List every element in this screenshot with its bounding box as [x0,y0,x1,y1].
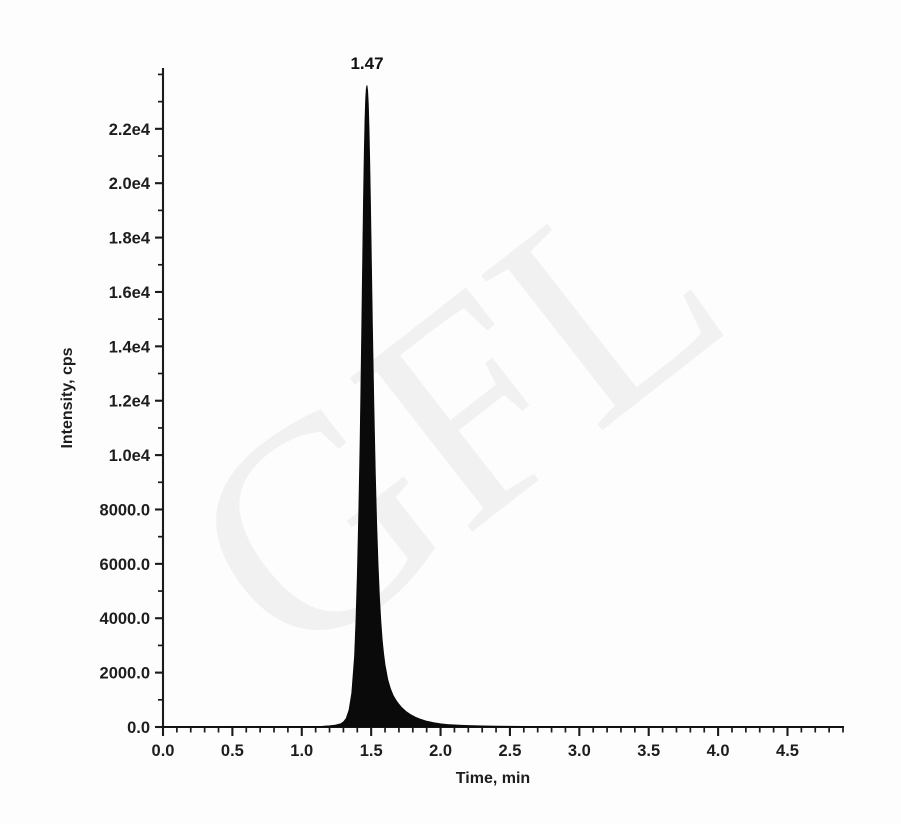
y-tick-label: 2.0e4 [109,175,151,193]
y-tick-label: 1.4e4 [109,338,151,356]
x-tick-label: 4.5 [776,742,799,760]
x-axis-ticks [161,727,844,736]
x-tick-label: 1.0 [290,742,313,760]
x-axis-tick-labels: 0.0 0.5 1.0 1.5 2.0 2.5 3.0 3.5 4.0 4.5 [152,742,799,760]
y-tick-label: 1.8e4 [109,230,151,248]
x-tick-label: 3.5 [637,742,660,760]
x-tick-label: 3.0 [568,742,591,760]
x-tick-label: 0.5 [221,742,244,760]
y-axis-title: Intensity, cps [59,347,76,448]
y-tick-label: 1.6e4 [109,284,151,302]
y-axis-tick-labels: 0.0 2000.0 4000.0 6000.0 8000.0 1.0e4 1.2e4 1.4… [100,121,151,737]
y-tick-label: 0.0 [127,719,150,737]
x-tick-label: 2.5 [498,742,521,760]
peak-trace-path [162,85,844,728]
x-tick-label: 1.5 [360,742,383,760]
x-axis-title: Time, min [456,770,530,787]
y-tick-label: 1.2e4 [109,393,151,411]
x-tick-label: 2.0 [429,742,452,760]
x-tick-label: 0.0 [152,742,175,760]
y-axis-ticks [155,73,163,729]
y-tick-label: 8000.0 [100,501,150,519]
y-tick-label: 2000.0 [100,665,150,683]
y-tick-label: 6000.0 [100,556,150,574]
chromatogram-trace [162,85,844,728]
y-tick-label: 1.0e4 [109,447,151,465]
y-tick-label: 2.2e4 [109,121,151,139]
x-axis: 0.0 0.5 1.0 1.5 2.0 2.5 3.0 3.5 4.0 4.5 [152,725,845,760]
peak-retention-time-label: 1.47 [350,54,383,73]
y-axis: 0.0 2000.0 4000.0 6000.0 8000.0 1.0e4 1.2e4 1.4… [100,67,165,737]
x-tick-label: 4.0 [707,742,730,760]
peak-annotations: 1.47 [350,54,383,73]
y-tick-label: 4000.0 [100,610,150,628]
